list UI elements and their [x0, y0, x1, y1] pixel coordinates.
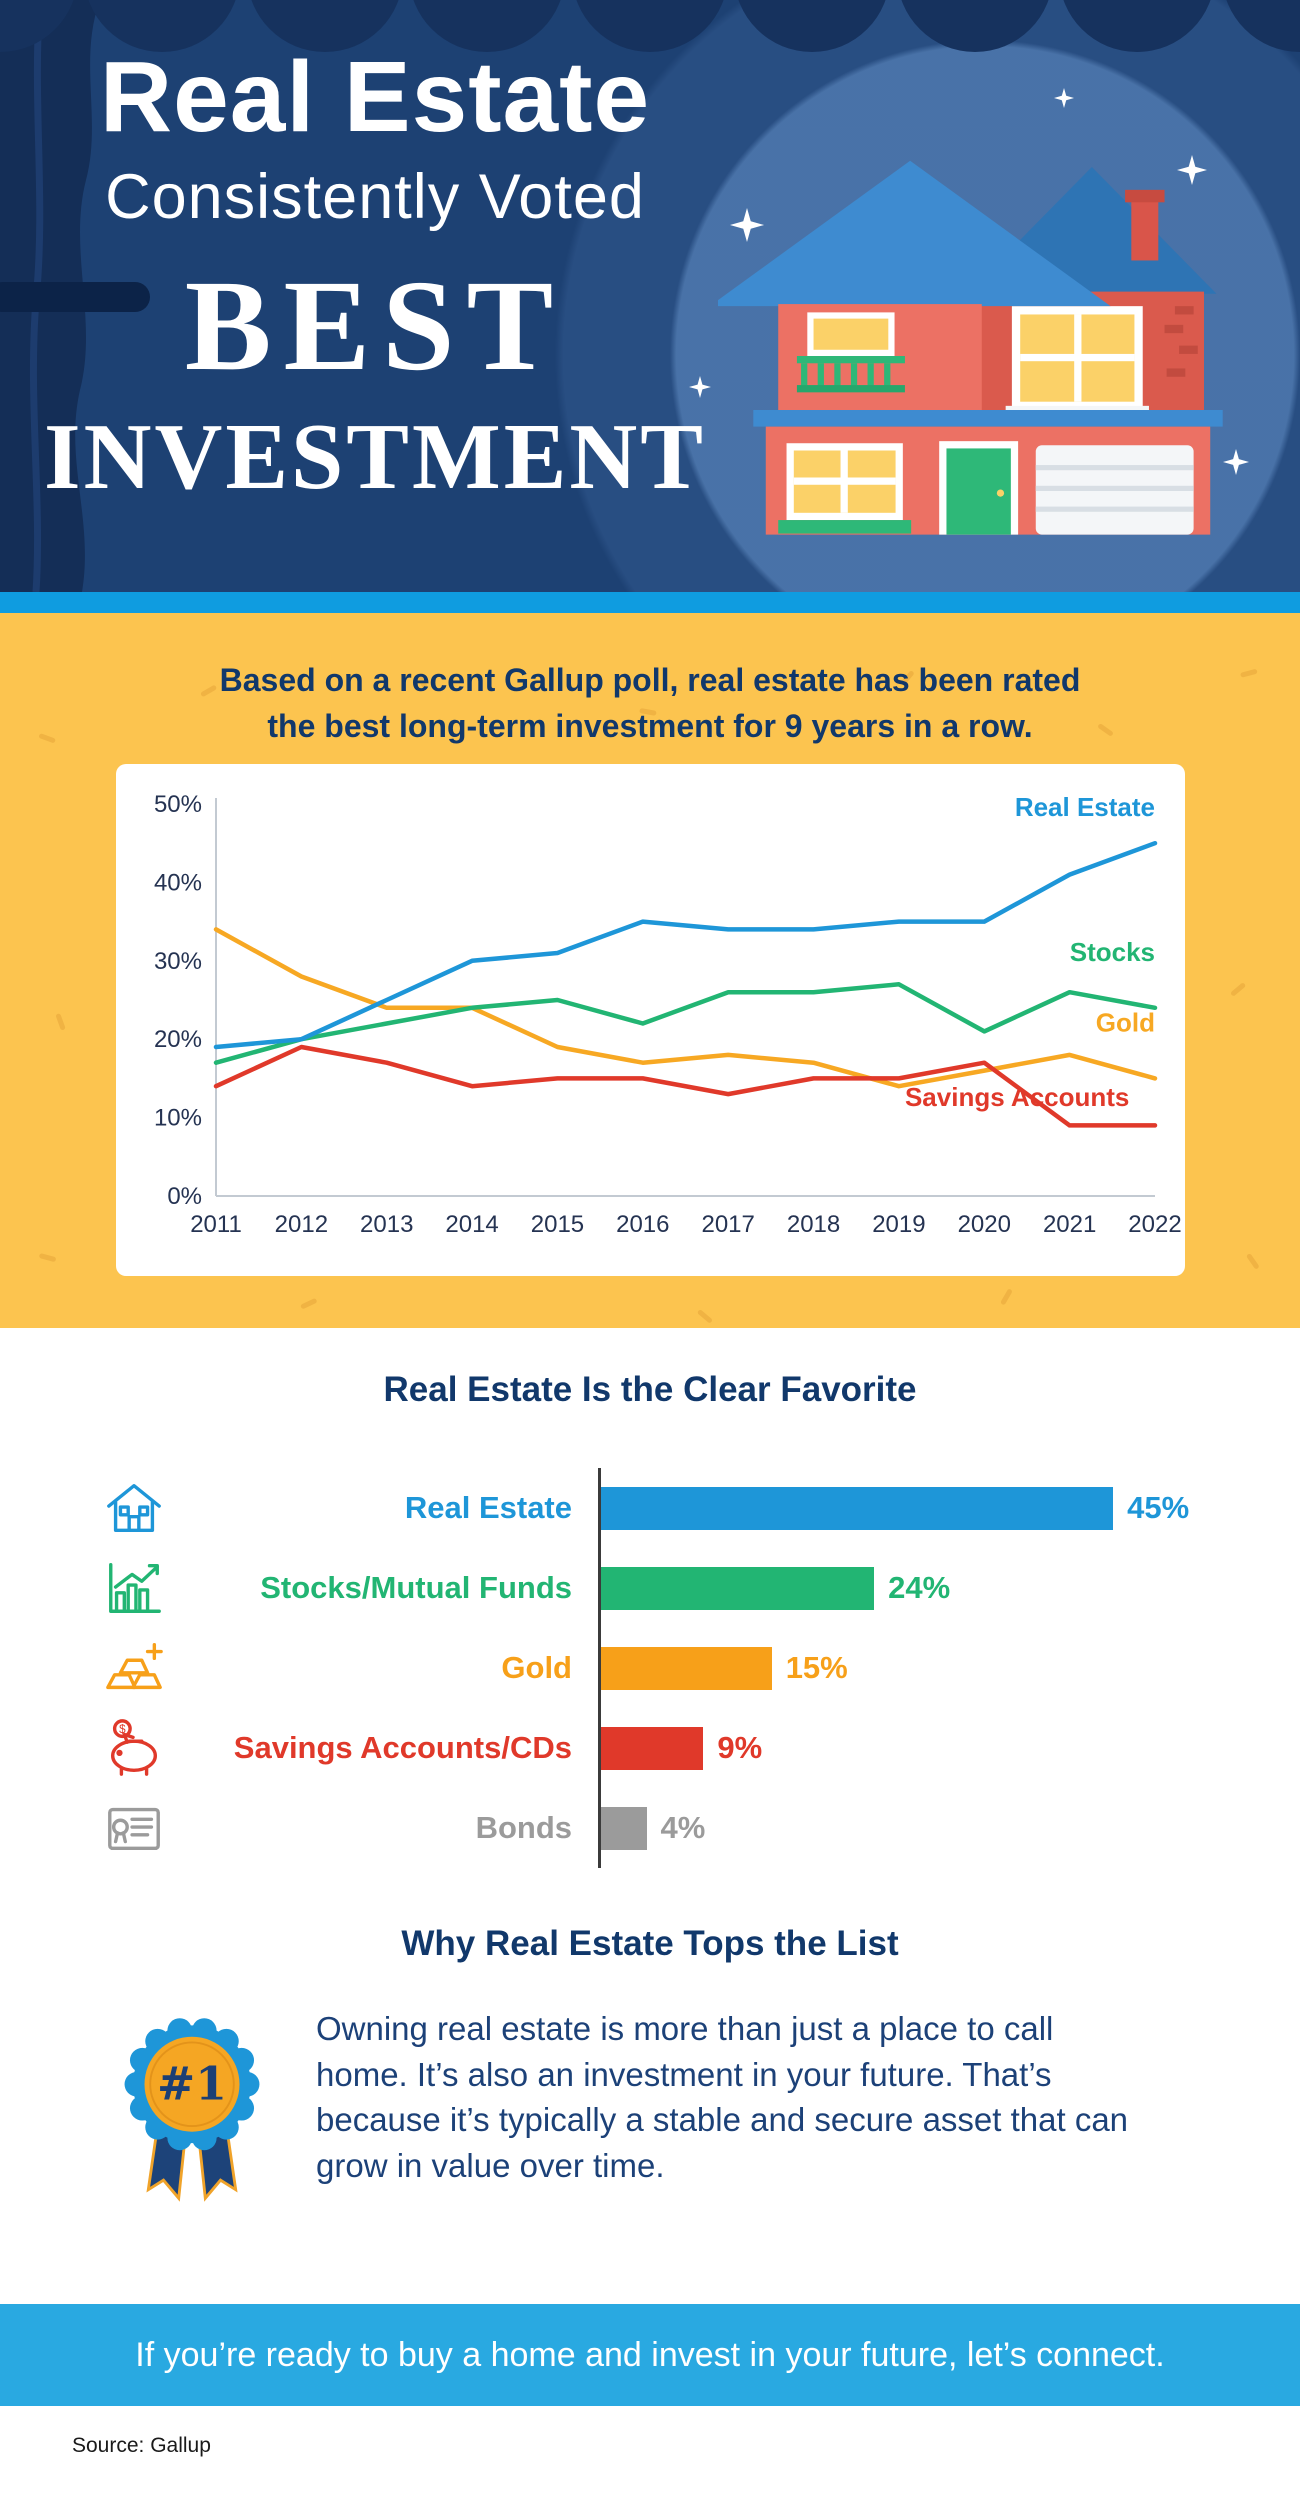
- bar-value-label: 4%: [660, 1810, 706, 1845]
- bar-track: 15%: [598, 1628, 1300, 1708]
- number-one-badge: #1: [124, 2018, 260, 2202]
- title-best: BEST: [184, 254, 566, 398]
- bar-track: 45%: [598, 1468, 1300, 1548]
- bar-chart-title: Real Estate Is the Clear Favorite: [383, 1370, 917, 1409]
- bar: [601, 1806, 647, 1850]
- bar-track: 4%: [598, 1788, 1300, 1868]
- svg-text:2014: 2014: [445, 1211, 498, 1238]
- bar-value-label: 9%: [717, 1730, 763, 1765]
- curtain-rod: [0, 282, 150, 312]
- gold-bars-icon: [88, 1637, 180, 1699]
- why-block: #1 Owning real estate is more than just …: [0, 1990, 1300, 2215]
- bar-value-label: 15%: [785, 1650, 848, 1685]
- bar-category-label: Bonds: [475, 1810, 572, 1845]
- svg-text:Real Estate: Real Estate: [1014, 792, 1154, 822]
- stage-curtain-decoration: [0, 0, 1300, 592]
- bar: [601, 1726, 704, 1770]
- bar-row: Real Estate 45%: [0, 1468, 1300, 1548]
- poll-intro-line1: Based on a recent Gallup poll, real esta…: [219, 662, 1081, 698]
- house-icon: [88, 1477, 180, 1539]
- svg-text:Gold: Gold: [1095, 1007, 1154, 1037]
- bar-value-label: 45%: [1127, 1490, 1190, 1525]
- cta-text: If you’re ready to buy a home and invest…: [135, 2335, 1165, 2374]
- svg-text:2022: 2022: [1128, 1211, 1181, 1238]
- cta-banner: If you’re ready to buy a home and invest…: [0, 2304, 1300, 2406]
- bar-category-label: Savings Accounts/CDs: [233, 1730, 572, 1765]
- svg-text:2017: 2017: [701, 1211, 754, 1238]
- svg-text:2011: 2011: [190, 1211, 242, 1238]
- svg-text:2015: 2015: [530, 1211, 583, 1238]
- scallop-border: [0, 0, 1300, 52]
- svg-text:30%: 30%: [153, 948, 201, 975]
- bar-row: Bonds 4%: [0, 1788, 1300, 1868]
- bar-row: Gold 15%: [0, 1628, 1300, 1708]
- poll-intro-text: Based on a recent Gallup poll, real esta…: [0, 613, 1300, 750]
- footer: Source: Gallup: [0, 2406, 1300, 2510]
- bar: [601, 1566, 875, 1610]
- svg-text:50%: 50%: [153, 791, 201, 818]
- svg-text:$: $: [119, 1723, 126, 1736]
- svg-text:10%: 10%: [153, 1104, 201, 1131]
- piggy-bank-icon: $: [88, 1717, 180, 1779]
- svg-text:2018: 2018: [786, 1211, 839, 1238]
- svg-text:2021: 2021: [1042, 1211, 1095, 1238]
- stock-chart-icon: [88, 1557, 180, 1619]
- why-title: Why Real Estate Tops the List: [401, 1924, 899, 1963]
- svg-text:Stocks: Stocks: [1069, 937, 1154, 967]
- line-chart: 0% 10% 20% 30% 40% 50% 2011 2012 2013 2014 2015 201…: [153, 791, 1181, 1238]
- poll-intro-line2: the best long-term investment for 9 year…: [267, 708, 1033, 745]
- bar-chart: Real Estate 45% Stocks/Mutual Funds 24% Gold…: [0, 1468, 1300, 1868]
- bar-row: Stocks/Mutual Funds 24%: [0, 1548, 1300, 1628]
- svg-text:#1: #1: [157, 2056, 227, 2110]
- svg-text:2016: 2016: [616, 1211, 669, 1238]
- bar-track: 9%: [598, 1708, 1300, 1788]
- bar: [601, 1486, 1114, 1530]
- svg-text:2013: 2013: [360, 1211, 413, 1238]
- poll-section: Based on a recent Gallup poll, real esta…: [0, 613, 1300, 1328]
- favorites-section: Real Estate Is the Clear Favorite Real E…: [0, 1328, 1300, 2304]
- bar-category-label: Stocks/Mutual Funds: [260, 1570, 572, 1605]
- hero-section: Real Estate Consistently Voted BEST INVE…: [0, 0, 1300, 592]
- svg-text:Savings Accounts: Savings Accounts: [904, 1082, 1128, 1112]
- line-chart-card: 0% 10% 20% 30% 40% 50% 2011 2012 2013 2014 2015 201…: [115, 763, 1185, 1276]
- bond-certificate-icon: [88, 1797, 180, 1859]
- bar-track: 24%: [598, 1548, 1300, 1628]
- svg-text:2019: 2019: [872, 1211, 925, 1238]
- bar-row: $ Savings Accounts/CDs 9%: [0, 1708, 1300, 1788]
- svg-text:2020: 2020: [957, 1211, 1010, 1238]
- title-investment: INVESTMENT: [43, 405, 707, 509]
- svg-text:20%: 20%: [153, 1026, 201, 1053]
- why-body-text: Owning real estate is more than just a p…: [316, 2010, 1129, 2184]
- source-text: Source: Gallup: [72, 2434, 211, 2457]
- bar-value-label: 24%: [888, 1570, 951, 1605]
- svg-text:40%: 40%: [153, 869, 201, 896]
- hero-title-block: Real Estate Consistently Voted BEST INVE…: [20, 40, 730, 511]
- title-real-estate: Real Estate: [99, 41, 651, 153]
- title-consistently-voted: Consistently Voted: [105, 162, 645, 232]
- svg-text:0%: 0%: [167, 1183, 202, 1210]
- bar-category-label: Gold: [501, 1650, 572, 1685]
- house-illustration: [718, 160, 1223, 535]
- bar-category-label: Real Estate: [404, 1490, 572, 1525]
- svg-text:2012: 2012: [274, 1211, 327, 1238]
- header-bottom-strip: [0, 592, 1300, 613]
- bar: [601, 1646, 772, 1690]
